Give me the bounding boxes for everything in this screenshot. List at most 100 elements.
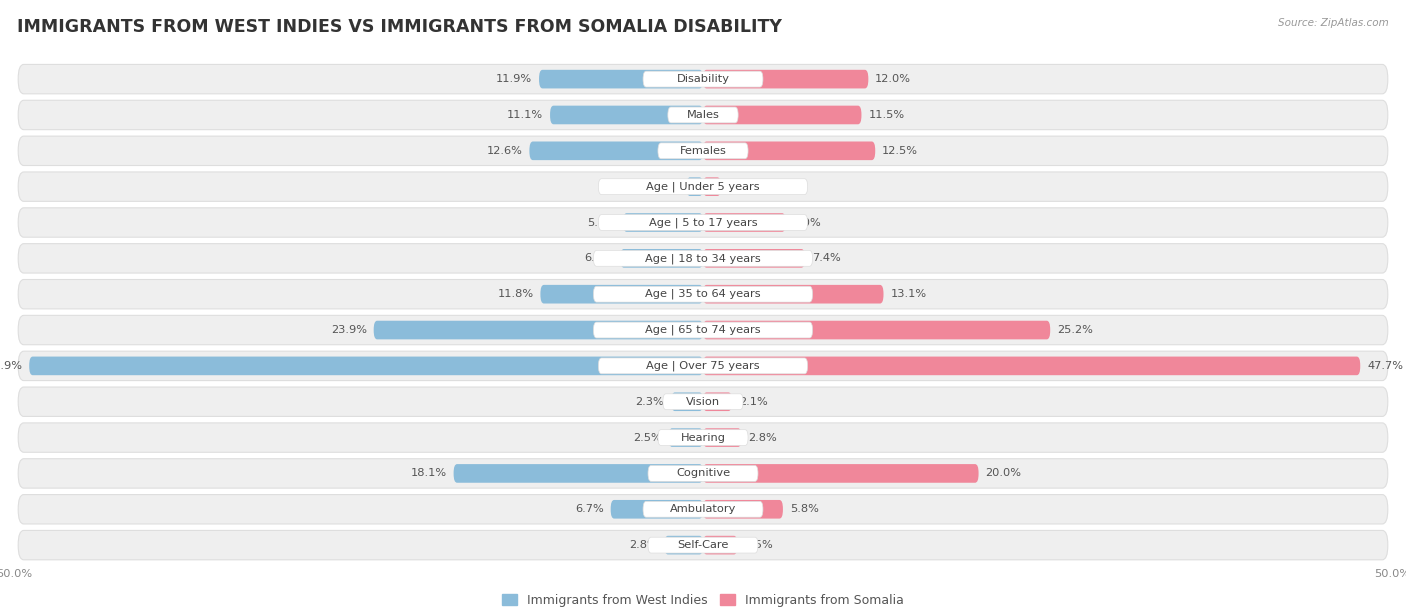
FancyBboxPatch shape (668, 107, 738, 123)
FancyBboxPatch shape (658, 143, 748, 159)
Text: 6.0%: 6.0% (793, 217, 821, 228)
FancyBboxPatch shape (703, 177, 721, 196)
Text: Hearing: Hearing (681, 433, 725, 442)
FancyBboxPatch shape (671, 392, 703, 411)
FancyBboxPatch shape (703, 213, 786, 232)
Text: 5.8%: 5.8% (790, 504, 818, 514)
Text: Males: Males (686, 110, 720, 120)
FancyBboxPatch shape (620, 249, 703, 267)
Text: Age | 65 to 74 years: Age | 65 to 74 years (645, 325, 761, 335)
FancyBboxPatch shape (703, 357, 1360, 375)
Text: 12.6%: 12.6% (486, 146, 523, 156)
FancyBboxPatch shape (703, 141, 875, 160)
Text: 11.9%: 11.9% (496, 74, 531, 84)
FancyBboxPatch shape (540, 285, 703, 304)
Text: 2.5%: 2.5% (744, 540, 773, 550)
FancyBboxPatch shape (703, 249, 806, 267)
FancyBboxPatch shape (703, 428, 741, 447)
FancyBboxPatch shape (30, 357, 703, 375)
Text: Ambulatory: Ambulatory (669, 504, 737, 514)
FancyBboxPatch shape (599, 215, 807, 231)
FancyBboxPatch shape (454, 464, 703, 483)
FancyBboxPatch shape (703, 536, 738, 554)
FancyBboxPatch shape (18, 531, 1388, 560)
FancyBboxPatch shape (18, 64, 1388, 94)
FancyBboxPatch shape (593, 286, 813, 302)
FancyBboxPatch shape (658, 430, 748, 446)
FancyBboxPatch shape (18, 459, 1388, 488)
Text: Age | Under 5 years: Age | Under 5 years (647, 181, 759, 192)
FancyBboxPatch shape (599, 179, 807, 195)
Text: 1.3%: 1.3% (728, 182, 756, 192)
FancyBboxPatch shape (550, 106, 703, 124)
Text: Age | 18 to 34 years: Age | 18 to 34 years (645, 253, 761, 264)
Text: Disability: Disability (676, 74, 730, 84)
Text: Age | 5 to 17 years: Age | 5 to 17 years (648, 217, 758, 228)
FancyBboxPatch shape (599, 358, 807, 374)
FancyBboxPatch shape (648, 466, 758, 482)
FancyBboxPatch shape (538, 70, 703, 89)
Text: 5.8%: 5.8% (588, 217, 616, 228)
Text: Self-Care: Self-Care (678, 540, 728, 550)
FancyBboxPatch shape (703, 464, 979, 483)
FancyBboxPatch shape (643, 501, 763, 517)
FancyBboxPatch shape (623, 213, 703, 232)
FancyBboxPatch shape (703, 285, 883, 304)
FancyBboxPatch shape (643, 71, 763, 87)
FancyBboxPatch shape (669, 428, 703, 447)
Text: Age | 35 to 64 years: Age | 35 to 64 years (645, 289, 761, 299)
FancyBboxPatch shape (703, 70, 869, 89)
Legend: Immigrants from West Indies, Immigrants from Somalia: Immigrants from West Indies, Immigrants … (496, 589, 910, 612)
Text: 6.0%: 6.0% (585, 253, 613, 263)
FancyBboxPatch shape (18, 351, 1388, 381)
Text: 2.8%: 2.8% (628, 540, 658, 550)
FancyBboxPatch shape (374, 321, 703, 340)
FancyBboxPatch shape (703, 500, 783, 518)
Text: 2.3%: 2.3% (636, 397, 665, 407)
Text: 20.0%: 20.0% (986, 468, 1022, 479)
FancyBboxPatch shape (703, 392, 733, 411)
Text: Cognitive: Cognitive (676, 468, 730, 479)
Text: 12.0%: 12.0% (875, 74, 911, 84)
FancyBboxPatch shape (610, 500, 703, 518)
FancyBboxPatch shape (18, 172, 1388, 201)
Text: 2.1%: 2.1% (738, 397, 768, 407)
Text: 11.1%: 11.1% (508, 110, 543, 120)
Text: 11.8%: 11.8% (498, 289, 533, 299)
FancyBboxPatch shape (686, 177, 703, 196)
FancyBboxPatch shape (18, 423, 1388, 452)
Text: IMMIGRANTS FROM WEST INDIES VS IMMIGRANTS FROM SOMALIA DISABILITY: IMMIGRANTS FROM WEST INDIES VS IMMIGRANT… (17, 18, 782, 36)
Text: 47.7%: 47.7% (1367, 361, 1403, 371)
FancyBboxPatch shape (703, 321, 1050, 340)
FancyBboxPatch shape (18, 280, 1388, 309)
FancyBboxPatch shape (18, 136, 1388, 165)
FancyBboxPatch shape (18, 100, 1388, 130)
Text: 25.2%: 25.2% (1057, 325, 1092, 335)
Text: 48.9%: 48.9% (0, 361, 22, 371)
FancyBboxPatch shape (18, 208, 1388, 237)
FancyBboxPatch shape (18, 315, 1388, 345)
Text: 18.1%: 18.1% (411, 468, 447, 479)
Text: 2.5%: 2.5% (633, 433, 662, 442)
Text: Source: ZipAtlas.com: Source: ZipAtlas.com (1278, 18, 1389, 28)
FancyBboxPatch shape (648, 537, 758, 553)
FancyBboxPatch shape (18, 244, 1388, 273)
Text: 23.9%: 23.9% (330, 325, 367, 335)
FancyBboxPatch shape (703, 106, 862, 124)
Text: Females: Females (679, 146, 727, 156)
FancyBboxPatch shape (18, 387, 1388, 416)
FancyBboxPatch shape (593, 322, 813, 338)
Text: 2.8%: 2.8% (748, 433, 778, 442)
FancyBboxPatch shape (530, 141, 703, 160)
FancyBboxPatch shape (662, 394, 744, 409)
Text: 12.5%: 12.5% (882, 146, 918, 156)
Text: 6.7%: 6.7% (575, 504, 603, 514)
Text: Age | Over 75 years: Age | Over 75 years (647, 360, 759, 371)
Text: 1.2%: 1.2% (651, 182, 679, 192)
Text: Vision: Vision (686, 397, 720, 407)
Text: 7.4%: 7.4% (811, 253, 841, 263)
FancyBboxPatch shape (665, 536, 703, 554)
FancyBboxPatch shape (593, 250, 813, 266)
Text: 11.5%: 11.5% (869, 110, 904, 120)
Text: 13.1%: 13.1% (890, 289, 927, 299)
